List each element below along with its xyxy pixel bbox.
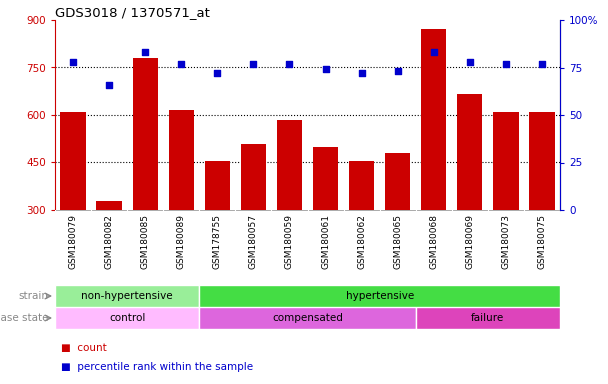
Point xyxy=(429,49,438,55)
Point xyxy=(465,59,475,65)
Bar xyxy=(349,161,375,210)
Text: hypertensive: hypertensive xyxy=(345,291,414,301)
Point xyxy=(393,68,402,74)
Point xyxy=(285,61,294,67)
Text: GSM180062: GSM180062 xyxy=(357,214,366,269)
Text: GSM180059: GSM180059 xyxy=(285,214,294,269)
Text: GSM180065: GSM180065 xyxy=(393,214,402,269)
Text: GSM180079: GSM180079 xyxy=(69,214,78,269)
Text: GDS3018 / 1370571_at: GDS3018 / 1370571_at xyxy=(55,6,210,19)
Point xyxy=(212,70,222,76)
Text: control: control xyxy=(109,313,145,323)
Text: GSM180073: GSM180073 xyxy=(502,214,510,269)
Bar xyxy=(313,147,338,210)
Bar xyxy=(199,285,560,307)
Bar xyxy=(241,144,266,210)
Text: GSM180082: GSM180082 xyxy=(105,214,114,269)
Text: compensated: compensated xyxy=(272,313,343,323)
Bar xyxy=(168,110,194,210)
Text: failure: failure xyxy=(471,313,505,323)
Text: GSM180069: GSM180069 xyxy=(465,214,474,269)
Point xyxy=(140,49,150,55)
Bar xyxy=(416,307,560,329)
Bar xyxy=(385,153,410,210)
Point xyxy=(501,61,511,67)
Bar xyxy=(205,161,230,210)
Bar xyxy=(199,307,416,329)
Text: GSM180057: GSM180057 xyxy=(249,214,258,269)
Text: ■  count: ■ count xyxy=(61,343,107,353)
Point xyxy=(68,59,78,65)
Text: ■  percentile rank within the sample: ■ percentile rank within the sample xyxy=(61,362,253,372)
Text: GSM180075: GSM180075 xyxy=(537,214,547,269)
Bar xyxy=(277,120,302,210)
Text: disease state: disease state xyxy=(0,313,49,323)
Bar xyxy=(493,112,519,210)
Point xyxy=(176,61,186,67)
Bar xyxy=(421,30,446,210)
Bar xyxy=(97,200,122,210)
Point xyxy=(249,61,258,67)
Point xyxy=(537,61,547,67)
Bar xyxy=(530,112,554,210)
Text: GSM180089: GSM180089 xyxy=(177,214,186,269)
Bar xyxy=(55,307,199,329)
Text: strain: strain xyxy=(19,291,49,301)
Bar xyxy=(457,94,482,210)
Text: GSM178755: GSM178755 xyxy=(213,214,222,269)
Point xyxy=(320,66,330,73)
Bar xyxy=(60,112,86,210)
Point xyxy=(357,70,367,76)
Text: GSM180068: GSM180068 xyxy=(429,214,438,269)
Point xyxy=(104,81,114,88)
Text: GSM180061: GSM180061 xyxy=(321,214,330,269)
Bar xyxy=(133,58,158,210)
Text: non-hypertensive: non-hypertensive xyxy=(81,291,173,301)
Text: GSM180085: GSM180085 xyxy=(140,214,150,269)
Bar xyxy=(55,285,199,307)
